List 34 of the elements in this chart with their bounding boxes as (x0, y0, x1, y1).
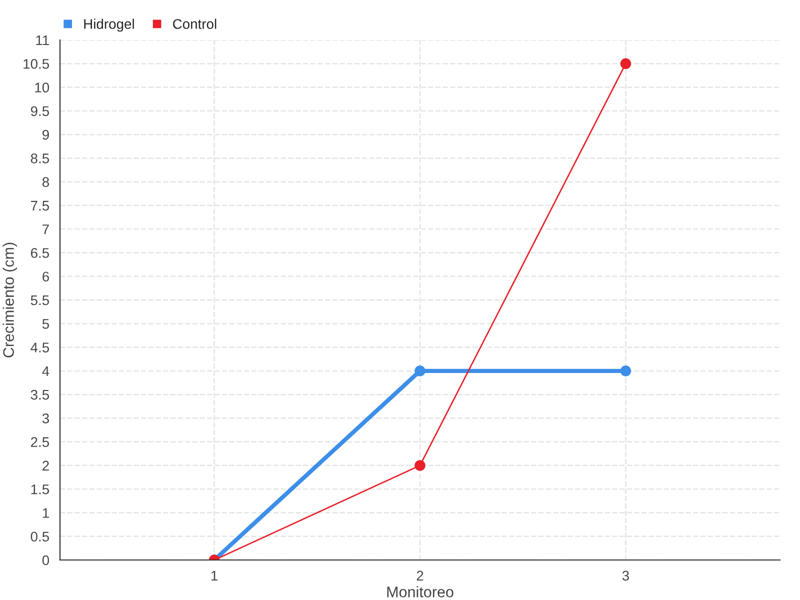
y-tick-label: 5.5 (30, 295, 50, 306)
point (414, 366, 426, 376)
x-axis-title: Monitoreo (387, 586, 454, 598)
x-tick-label: 2 (416, 570, 424, 580)
y-tick-label: 1.5 (31, 484, 50, 494)
x-tick-label: 1 (211, 570, 218, 580)
y-tick-label: 4.5 (30, 342, 50, 352)
y-tick-label: 0 (42, 555, 50, 566)
y-tick-label: 11 (36, 35, 49, 46)
y-tick-label: 0.5 (30, 532, 50, 542)
y-tick-label: 2.5 (30, 437, 50, 447)
legend-label: Hidrogel (84, 18, 134, 32)
y-axis-title: Crecimiento (cm) (2, 242, 17, 358)
point (620, 366, 632, 376)
y-tick-label: 5 (42, 319, 49, 329)
y-tick-label: 6.5 (30, 248, 50, 258)
point (414, 460, 426, 471)
y-tick-label: 7 (42, 224, 49, 234)
y-tick-label: 2 (42, 460, 49, 470)
y-tick-label: 9 (42, 130, 49, 140)
y-tick-label: 7.5 (30, 200, 50, 211)
y-tick-label: 3 (42, 414, 49, 424)
legend-label: Control (173, 18, 216, 29)
y-tick-label: 10.5 (24, 58, 50, 69)
y-tick-label: 3.5 (30, 390, 50, 400)
y-tick-label: 8.5 (30, 154, 50, 164)
y-tick-label: 8 (42, 177, 49, 187)
y-tick-label: 6 (42, 272, 49, 282)
y-tick-label: 9.5 (30, 106, 50, 116)
point (620, 58, 632, 70)
x-tick-label: 3 (622, 570, 629, 581)
y-tick-label: 10 (35, 82, 50, 92)
y-tick-label: 4 (42, 366, 50, 376)
y-tick-label: 1 (42, 508, 49, 518)
